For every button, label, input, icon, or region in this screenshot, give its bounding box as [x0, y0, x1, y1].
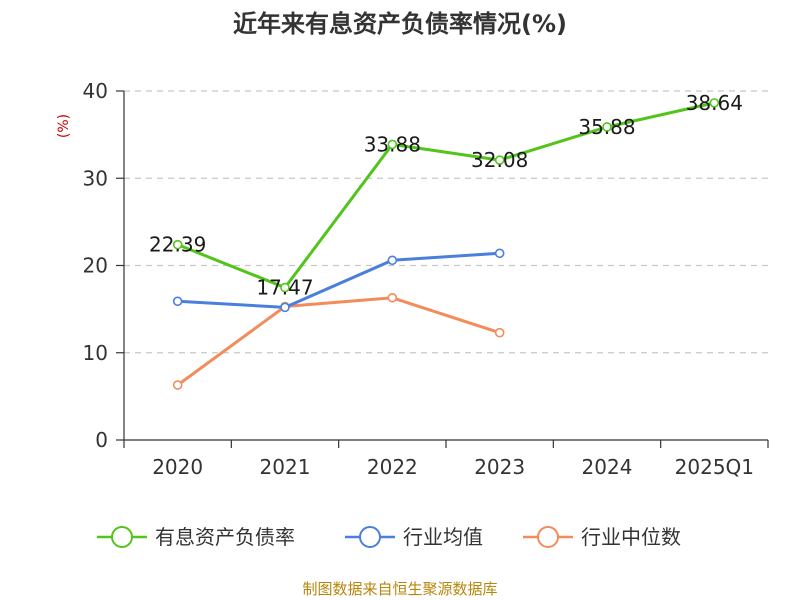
series-point[interactable]	[172, 380, 183, 390]
x-tick-label: 2024	[582, 455, 633, 479]
series-point[interactable]	[387, 255, 398, 266]
legend-item[interactable]: 行业中位数	[523, 525, 681, 549]
legend[interactable]: 有息资产负债率 行业均值 行业中位数	[97, 525, 681, 549]
series-line	[177, 251, 500, 309]
series-point[interactable]	[280, 302, 290, 313]
legend-label: 行业均值	[403, 525, 483, 549]
series-point[interactable]	[709, 98, 720, 108]
data-labels: 22.39 17.47 33.88 32.08 35.88 38.64	[149, 91, 743, 300]
data-label: 35.88	[578, 115, 635, 139]
legend-item[interactable]: 有息资产负债率	[97, 525, 295, 549]
y-tick-label: 40	[83, 79, 108, 103]
series-point[interactable]	[494, 248, 505, 259]
chart-title: 近年来有息资产负债率情况(%)	[233, 10, 567, 38]
source-note: 制图数据来自恒生聚源数据库	[302, 580, 497, 598]
x-tick-label: 2020	[152, 455, 203, 479]
y-tick-label: 30	[83, 166, 108, 190]
series-point[interactable]	[494, 327, 505, 338]
legend-item[interactable]: 行业均值	[345, 525, 483, 549]
legend-marker	[111, 526, 133, 548]
series-point[interactable]	[172, 296, 183, 307]
grid-lines	[124, 90, 768, 354]
data-label: 22.39	[149, 233, 206, 257]
series-layer	[172, 98, 720, 390]
x-tick-label: 2023	[474, 455, 525, 479]
legend-label: 有息资产负债率	[155, 525, 295, 549]
axes: 0 10 20 30 40 2020 2021 2022 2023 2024 2025Q1	[83, 79, 769, 479]
series-line	[176, 296, 501, 387]
series-point[interactable]	[387, 292, 398, 303]
data-label: 33.88	[364, 132, 421, 156]
x-tick-label: 2021	[260, 455, 311, 479]
series-point[interactable]	[494, 155, 505, 165]
legend-marker	[359, 526, 381, 548]
series-line	[177, 101, 715, 290]
y-tick-label: 20	[83, 254, 108, 278]
data-label: 17.47	[256, 276, 313, 300]
data-label: 38.64	[686, 91, 743, 115]
data-label: 32.08	[471, 148, 528, 172]
legend-marker	[537, 526, 559, 548]
series-point[interactable]	[602, 122, 612, 132]
y-tick-label: 0	[95, 428, 108, 452]
series-point[interactable]	[280, 282, 290, 293]
x-tick-label: 2025Q1	[675, 455, 754, 479]
x-tick-label: 2022	[367, 455, 418, 479]
series-point[interactable]	[172, 239, 183, 250]
legend-label: 行业中位数	[581, 525, 681, 549]
series-point[interactable]	[387, 139, 398, 150]
y-axis-unit: (%)	[56, 114, 72, 138]
y-tick-label: 10	[83, 341, 108, 365]
